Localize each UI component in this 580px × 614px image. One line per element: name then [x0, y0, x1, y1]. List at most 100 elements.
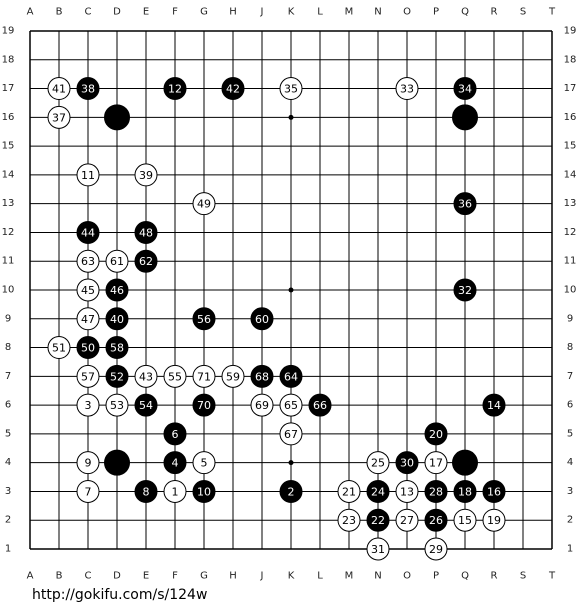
row-label: 11 — [564, 256, 577, 267]
stone — [366, 451, 390, 475]
move-number: 9 — [85, 457, 92, 470]
column-label: M — [345, 7, 354, 18]
move-number: 56 — [197, 313, 211, 326]
stone — [453, 192, 477, 216]
stone — [76, 451, 100, 475]
row-label: 17 — [564, 83, 577, 94]
move-number: 36 — [458, 198, 472, 211]
move-number: 22 — [371, 514, 385, 527]
move-number: 35 — [284, 83, 298, 96]
move-number: 48 — [139, 226, 153, 239]
column-label: P — [433, 7, 439, 18]
stone — [482, 393, 506, 417]
source-url: http://gokifu.com/s/124w — [32, 587, 207, 603]
stone — [453, 77, 477, 101]
row-label: 18 — [2, 54, 15, 65]
column-label: S — [520, 571, 526, 582]
row-label: 1 — [567, 544, 573, 555]
move-number: 71 — [197, 370, 211, 383]
column-label: K — [288, 7, 295, 18]
column-label: O — [403, 7, 411, 18]
row-label: 12 — [564, 227, 577, 238]
move-number: 24 — [371, 485, 385, 498]
move-number: 65 — [284, 399, 298, 412]
stone — [104, 104, 130, 131]
stone — [76, 364, 100, 388]
row-label: 10 — [564, 285, 577, 296]
column-label: D — [113, 571, 121, 582]
move-number: 44 — [81, 226, 95, 239]
column-label: N — [374, 571, 381, 582]
row-label: 14 — [2, 169, 15, 180]
row-label: 6 — [567, 400, 573, 411]
move-number: 51 — [52, 342, 66, 355]
move-number: 60 — [255, 313, 269, 326]
row-label: 16 — [564, 112, 577, 123]
stone — [192, 479, 216, 503]
column-label: T — [548, 7, 556, 18]
column-label: M — [345, 571, 354, 582]
column-label: J — [260, 7, 264, 18]
column-label: R — [491, 7, 498, 18]
move-number: 14 — [487, 399, 501, 412]
star-point — [288, 114, 294, 120]
stone — [192, 364, 216, 388]
stone — [134, 479, 158, 503]
move-number: 62 — [139, 255, 153, 268]
move-number: 47 — [81, 313, 95, 326]
move-number: 63 — [81, 255, 95, 268]
stone — [279, 77, 303, 101]
column-label: P — [433, 571, 439, 582]
stone — [104, 449, 130, 476]
stone — [308, 393, 332, 417]
row-label: 4 — [5, 457, 11, 468]
stone — [221, 364, 245, 388]
move-number: 7 — [85, 485, 92, 498]
move-number: 16 — [487, 485, 501, 498]
stone — [163, 422, 187, 446]
move-number: 4 — [172, 457, 179, 470]
row-label: 9 — [5, 313, 11, 324]
row-label: 2 — [5, 515, 11, 526]
row-label: 1 — [5, 544, 11, 555]
column-label: E — [143, 7, 149, 18]
move-number: 1 — [172, 485, 179, 498]
stone — [47, 336, 71, 360]
move-number: 27 — [400, 514, 414, 527]
column-label: L — [317, 571, 323, 582]
row-label: 7 — [567, 371, 573, 382]
column-label: H — [229, 7, 237, 18]
row-label: 8 — [567, 342, 573, 353]
move-number: 2 — [288, 485, 295, 498]
stone — [76, 220, 100, 244]
row-label: 8 — [5, 342, 11, 353]
stone — [482, 508, 506, 532]
stone — [366, 508, 390, 532]
move-number: 17 — [429, 457, 443, 470]
stone — [76, 336, 100, 360]
column-label: B — [56, 571, 63, 582]
stone — [279, 479, 303, 503]
stone — [395, 451, 419, 475]
stone — [452, 104, 478, 131]
column-label: Q — [461, 7, 469, 18]
column-label: F — [172, 571, 178, 582]
stone — [424, 451, 448, 475]
move-number: 68 — [255, 370, 269, 383]
stone — [134, 393, 158, 417]
move-number: 42 — [226, 83, 240, 96]
stone — [192, 307, 216, 331]
move-number: 3 — [85, 399, 92, 412]
column-label: H — [229, 571, 237, 582]
row-label: 19 — [564, 26, 577, 37]
move-number: 11 — [81, 169, 95, 182]
move-number: 32 — [458, 284, 472, 297]
stone — [105, 393, 129, 417]
stone — [134, 364, 158, 388]
move-number: 25 — [371, 457, 385, 470]
move-number: 15 — [458, 514, 472, 527]
move-number: 30 — [400, 457, 414, 470]
stone — [279, 422, 303, 446]
stone — [76, 278, 100, 302]
